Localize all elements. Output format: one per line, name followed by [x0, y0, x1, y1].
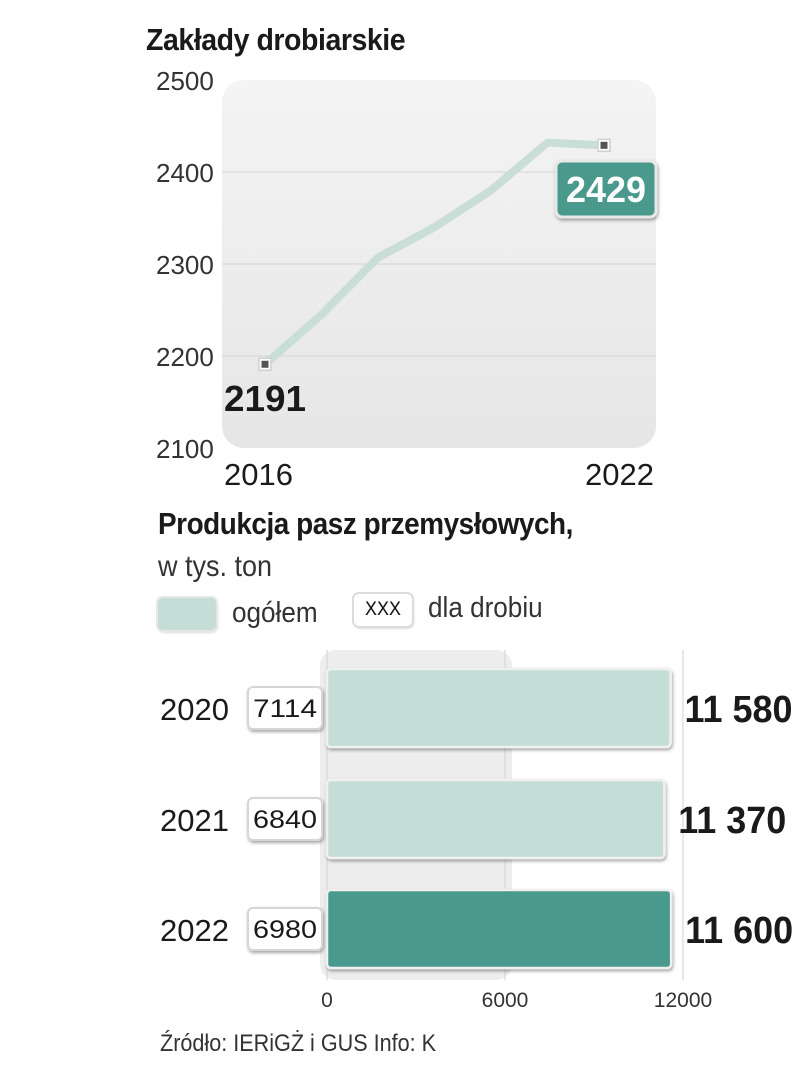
x-tick-label: 0	[321, 989, 333, 1012]
x-tick-label: 2022	[585, 457, 654, 492]
legend-swatch-poultry: XXX	[354, 594, 412, 626]
y-tick-label: 2200	[156, 342, 214, 372]
x-tick-label: 12000	[654, 989, 712, 1012]
bar-total	[325, 888, 673, 970]
y-tick-label: 2400	[156, 158, 214, 188]
category-label: 2022	[160, 913, 229, 948]
y-tick-label: 2100	[156, 434, 214, 464]
bar-chart-title: Produkcja pasz przemysłowych,	[158, 506, 573, 541]
legend-swatch-total	[158, 598, 216, 630]
poultry-value-label: 6980	[253, 916, 317, 944]
poultry-value-label: 6840	[253, 806, 317, 834]
data-label-start: 2191	[224, 378, 306, 419]
data-point	[600, 141, 608, 149]
poultry-value-box	[247, 907, 323, 951]
x-tick-label: 6000	[482, 989, 529, 1012]
bar-chart-unit: w tys. ton	[158, 550, 273, 583]
legend-label-poultry: dla drobiu	[428, 592, 543, 624]
bar-total	[325, 667, 672, 749]
line-chart: 2100 2200 2300 2400 2500 2191 2429 2016 2022	[156, 66, 658, 492]
total-value-label: 11 600	[685, 910, 793, 952]
source-note: Źródło: IERiGŻ i GUS Info: K	[160, 1030, 437, 1057]
category-label: 2020	[160, 692, 229, 727]
poultry-value-box	[247, 686, 323, 730]
line-chart-title: Zakłady drobiarskie	[146, 22, 406, 57]
legend-label-total: ogółem	[232, 597, 318, 629]
data-point	[261, 360, 269, 368]
data-label-end-box	[554, 159, 658, 219]
category-label: 2021	[160, 803, 229, 838]
total-value-label: 11 580	[685, 689, 793, 731]
data-label-end: 2429	[566, 169, 646, 210]
series-line	[261, 138, 608, 369]
poultry-value-box	[247, 797, 323, 841]
poultry-value-label: 7114	[253, 695, 317, 723]
y-tick-label: 2500	[156, 66, 214, 96]
x-tick-label: 2016	[224, 457, 293, 492]
bar-plot-background	[320, 650, 512, 980]
bar-total	[325, 778, 666, 860]
y-tick-label: 2300	[156, 250, 214, 280]
total-value-label: 11 370	[678, 800, 786, 842]
